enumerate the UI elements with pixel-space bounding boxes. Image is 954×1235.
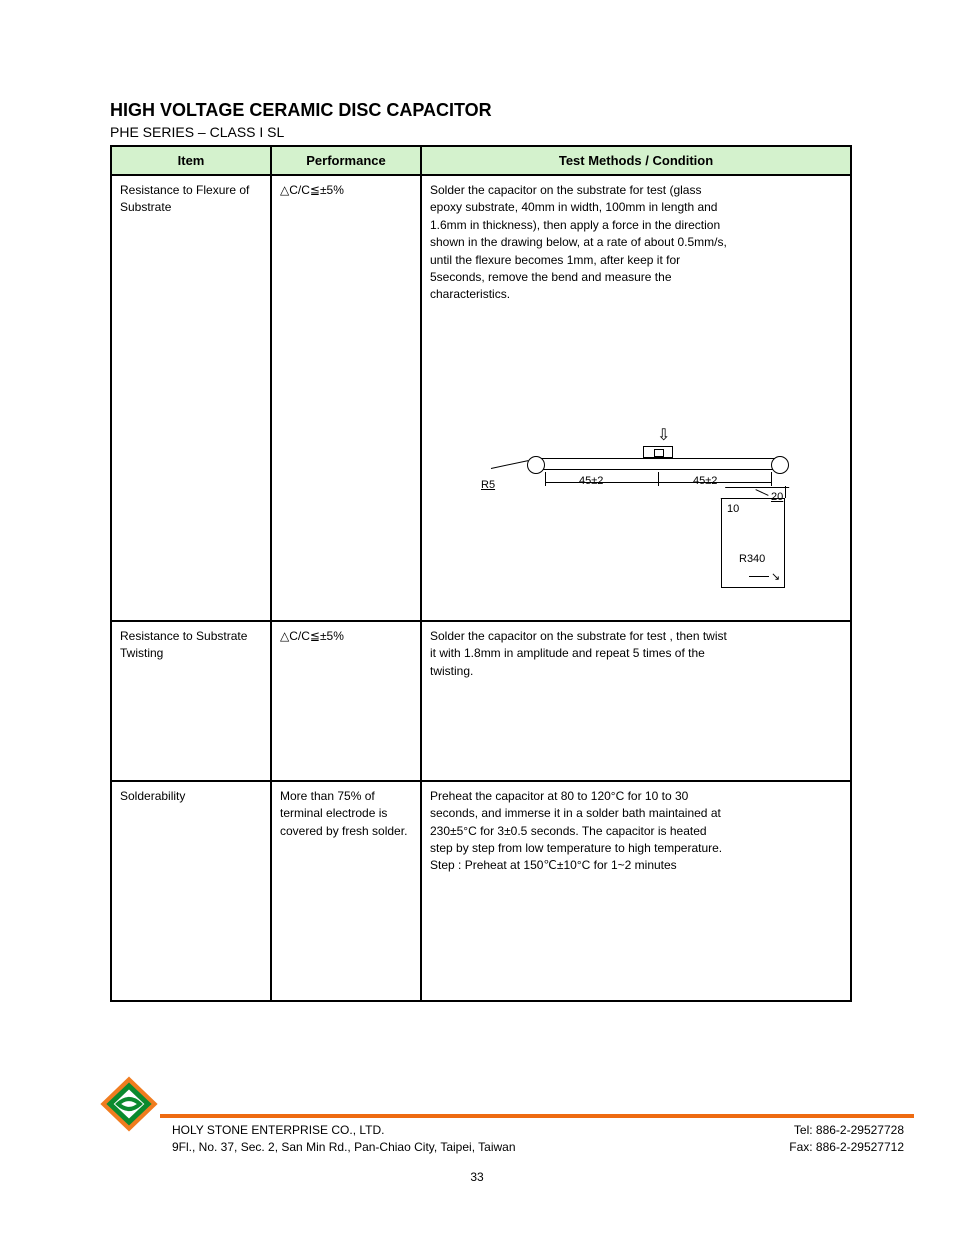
dim-tick: [658, 472, 659, 486]
page-number: 33: [0, 1170, 954, 1184]
r5-leader: [491, 460, 528, 469]
left-support-icon: [527, 456, 545, 474]
cell-performance: △C/C≦±5%: [271, 621, 421, 781]
cond-line: epoxy substrate, 40mm in width, 100mm in…: [430, 199, 842, 216]
r5-label: R5: [481, 478, 495, 494]
footer-left: HOLY STONE ENTERPRISE CO., LTD. 9Fl., No…: [172, 1122, 516, 1157]
cell-conditions: Solder the capacitor on the substrate fo…: [421, 175, 851, 621]
spec-table: Item Performance Test Methods / Conditio…: [110, 145, 852, 1002]
company-fax: Fax: 886-2-29527712: [789, 1139, 904, 1156]
cond-line: 5seconds, remove the bend and measure th…: [430, 269, 842, 286]
cond-line: Preheat the capacitor at 80 to 120°C for…: [430, 788, 842, 805]
delta-value: 5%: [327, 629, 344, 643]
bending-test-diagram: ⇩ 45±2 45±2 R5: [471, 424, 801, 614]
page-subtitle: PHE SERIES – CLASS I SL: [110, 124, 284, 140]
cond-line: shown in the drawing below, at a rate of…: [430, 234, 842, 251]
substrate-bar: [531, 458, 785, 470]
table-row: Resistance to Flexure of Substrate △C/C≦…: [111, 175, 851, 621]
table-row: Solderability More than 75% of terminal …: [111, 781, 851, 1001]
cond-line: step by step from low temperature to hig…: [430, 840, 842, 857]
dim-tick: [545, 472, 546, 486]
cond-line: Step : Preheat at 150℃±10°C for 1~2 minu…: [430, 857, 842, 874]
cell-performance: △C/C≦±5%: [271, 175, 421, 621]
cell-performance: More than 75% of terminal electrode is c…: [271, 781, 421, 1001]
cell-conditions: Preheat the capacitor at 80 to 120°C for…: [421, 781, 851, 1001]
cond-line: 1.6mm in thickness), then apply a force …: [430, 217, 842, 234]
col-item: Item: [111, 146, 271, 175]
table-row: Resistance to Substrate Twisting △C/C≦±5…: [111, 621, 851, 781]
footer-divider: [160, 1114, 914, 1118]
cond-line: until the flexure becomes 1mm, after kee…: [430, 252, 842, 269]
cell-item: Solderability: [111, 781, 271, 1001]
company-tel: Tel: 886-2-29527728: [789, 1122, 904, 1139]
right-support-icon: [771, 456, 789, 474]
col-conditions: Test Methods / Condition: [421, 146, 851, 175]
cond-line: seconds, and immerse it in a solder bath…: [430, 805, 842, 822]
cond-line: characteristics.: [430, 286, 842, 303]
cond-line: it with 1.8mm in amplitude and repeat 5 …: [430, 645, 842, 662]
delta-spec: △C/C≦±: [280, 183, 327, 197]
delta-spec: △C/C≦±: [280, 629, 327, 643]
table-header-row: Item Performance Test Methods / Conditio…: [111, 146, 851, 175]
jig-dim-20: 20: [771, 490, 783, 506]
delta-value: 5%: [327, 183, 344, 197]
press-jig-edge: [785, 486, 786, 498]
cond-line: Solder the capacitor on the substrate fo…: [430, 628, 842, 645]
jig-dim-10: 10: [727, 502, 739, 518]
cond-line: twisting.: [430, 663, 842, 680]
cond-line: 230±5°C for 3±0.5 seconds. The capacitor…: [430, 823, 842, 840]
force-arrow-icon: ⇩: [657, 424, 670, 447]
company-name: HOLY STONE ENTERPRISE CO., LTD.: [172, 1122, 516, 1139]
company-logo-icon: [100, 1076, 158, 1132]
dim-label: 45±2: [579, 474, 603, 490]
company-address: 9Fl., No. 37, Sec. 2, San Min Rd., Pan-C…: [172, 1139, 516, 1156]
cond-line: Solder the capacitor on the substrate fo…: [430, 182, 842, 199]
footer-right: Tel: 886-2-29527728 Fax: 886-2-29527712: [789, 1122, 904, 1157]
page-title: HIGH VOLTAGE CERAMIC DISC CAPACITOR: [110, 100, 492, 121]
cell-item: Resistance to Flexure of Substrate: [111, 175, 271, 621]
cell-conditions: Solder the capacitor on the substrate fo…: [421, 621, 851, 781]
jig-radius-label: R340: [739, 552, 765, 568]
cell-item: Resistance to Substrate Twisting: [111, 621, 271, 781]
dim-label: 45±2: [693, 474, 717, 490]
component-icon: [643, 446, 673, 458]
col-performance: Performance: [271, 146, 421, 175]
page: HIGH VOLTAGE CERAMIC DISC CAPACITOR PHE …: [0, 0, 954, 1235]
dim-tick: [771, 472, 772, 486]
jig-radius-arrow-icon: ↘: [771, 570, 780, 586]
